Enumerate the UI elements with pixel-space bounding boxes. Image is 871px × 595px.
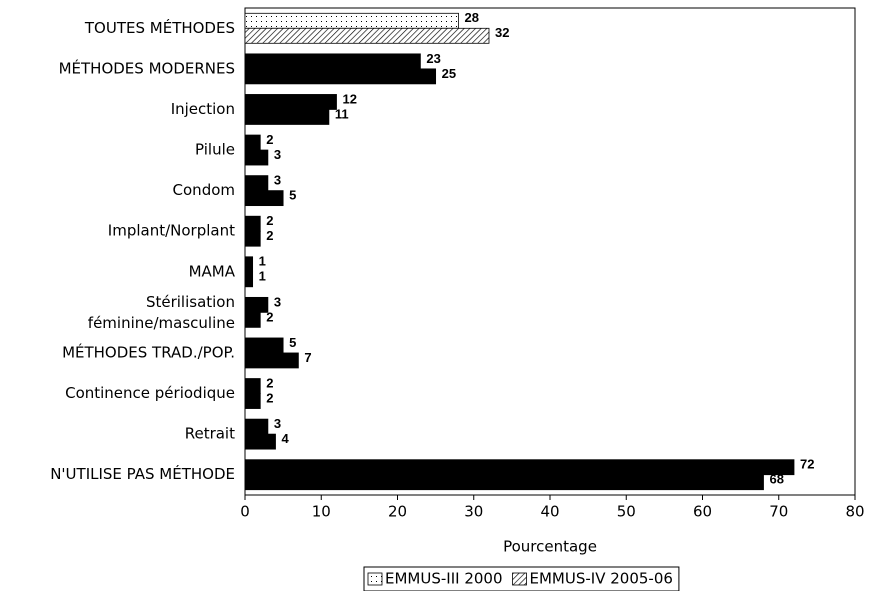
value-label: 5 — [289, 335, 296, 350]
value-label: 2 — [266, 213, 273, 228]
y-tick-label: Continence périodique — [65, 384, 235, 402]
value-label: 3 — [274, 173, 281, 188]
value-label: 32 — [495, 25, 509, 40]
legend-label: EMMUS-III 2000 — [385, 570, 503, 588]
bar — [244, 175, 269, 192]
value-label: 2 — [266, 375, 273, 390]
y-tick-label: Injection — [171, 100, 235, 118]
y-tick-label: MÉTHODES TRAD./POP. — [62, 342, 235, 361]
value-label: 28 — [465, 10, 479, 25]
legend-swatch — [367, 572, 383, 586]
x-tick-label: 20 — [388, 503, 407, 521]
value-label: 2 — [266, 132, 273, 147]
value-label: 2 — [266, 309, 273, 324]
bar — [244, 459, 795, 476]
bar — [244, 149, 269, 166]
bar — [244, 27, 490, 44]
y-tick-label: TOUTES MÉTHODES — [84, 18, 235, 37]
value-label: 3 — [274, 416, 281, 431]
y-tick-label: Retrait — [185, 425, 235, 443]
value-label: 72 — [800, 457, 814, 472]
value-label: 3 — [274, 147, 281, 162]
bar — [244, 12, 459, 29]
bar — [244, 109, 330, 125]
y-tick-label: N'UTILISE PAS MÉTHODE — [50, 464, 235, 483]
legend-label: EMMUS-IV 2005-06 — [530, 570, 673, 588]
value-label: 68 — [770, 472, 784, 487]
bar — [244, 393, 261, 409]
bar — [244, 337, 284, 354]
x-tick-label: 10 — [312, 503, 331, 521]
bar — [244, 215, 261, 232]
legend: EMMUS-III 2000 EMMUS-IV 2005-06 — [363, 566, 680, 592]
legend-swatch — [512, 572, 527, 586]
bar — [244, 433, 276, 450]
value-label: 1 — [259, 269, 266, 284]
value-label: 4 — [282, 431, 290, 446]
bar — [244, 296, 269, 313]
bar — [244, 352, 299, 369]
value-label: 23 — [426, 51, 440, 66]
bar — [244, 53, 421, 70]
bar — [244, 94, 337, 110]
bar — [244, 256, 254, 273]
x-axis-label: Pourcentage — [503, 538, 597, 556]
bar — [244, 68, 437, 85]
x-tick-label: 60 — [693, 503, 712, 521]
y-tick-label: Pilule — [195, 141, 235, 159]
bar — [244, 378, 261, 394]
value-label: 1 — [259, 254, 266, 269]
x-tick-label: 80 — [845, 503, 864, 521]
bar — [244, 311, 261, 328]
value-label: 25 — [442, 66, 456, 81]
x-tick-label: 40 — [540, 503, 559, 521]
value-label: 3 — [274, 294, 281, 309]
x-tick-label: 70 — [769, 503, 788, 521]
bar — [244, 418, 269, 435]
y-tick-label: MÉTHODES MODERNES — [59, 58, 235, 77]
bar — [244, 271, 254, 288]
bar — [244, 474, 764, 491]
value-label: 7 — [304, 350, 311, 365]
x-tick-label: 0 — [240, 503, 250, 521]
value-label: 5 — [289, 188, 296, 203]
bar — [244, 134, 261, 151]
bar — [244, 190, 284, 207]
y-tick-label: Stérilisation féminine/masculine — [88, 292, 235, 331]
value-label: 12 — [343, 91, 357, 106]
y-tick-label: Condom — [173, 181, 235, 199]
y-tick-label: Implant/Norplant — [108, 222, 235, 240]
x-tick-label: 50 — [617, 503, 636, 521]
value-label: 2 — [266, 390, 273, 405]
value-label: 2 — [266, 228, 273, 243]
y-tick-label: MAMA — [189, 262, 236, 280]
bar — [244, 230, 261, 247]
value-label: 11 — [335, 106, 349, 121]
x-tick-label: 30 — [464, 503, 483, 521]
